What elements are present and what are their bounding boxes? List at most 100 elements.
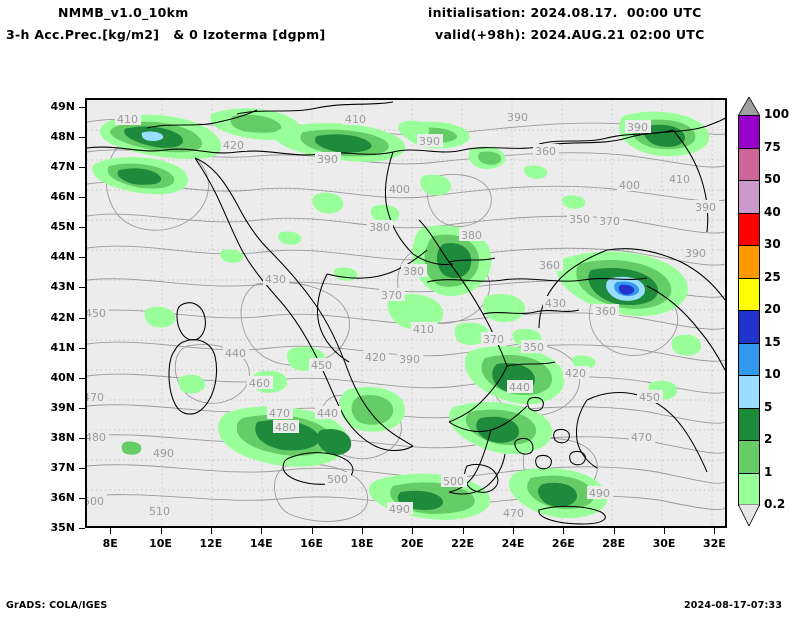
svg-text:390: 390: [695, 201, 716, 214]
y-axis-label: 47N: [50, 160, 75, 174]
x-axis-label: 10E: [149, 537, 172, 550]
colorbar-band: [738, 115, 760, 148]
x-axis-label: 24E: [501, 537, 525, 550]
svg-text:420: 420: [365, 351, 386, 364]
y-axis-label: 36N: [50, 490, 75, 504]
colorbar-band: [738, 310, 760, 343]
y-axis-label: 41N: [50, 340, 75, 354]
svg-text:500: 500: [327, 473, 348, 486]
colorbar-tick: [738, 245, 760, 246]
svg-text:490: 490: [589, 487, 610, 500]
colorbar-tick-label: 20: [764, 302, 781, 316]
svg-text:390: 390: [627, 121, 648, 134]
svg-text:410: 410: [345, 113, 366, 126]
colorbar-tick: [738, 310, 760, 311]
colorbar-tick-label: 100: [764, 107, 790, 121]
svg-text:390: 390: [507, 111, 528, 124]
svg-text:470: 470: [503, 507, 524, 520]
x-tick: [563, 528, 565, 534]
svg-text:370: 370: [599, 215, 620, 228]
x-tick: [160, 528, 162, 534]
svg-text:500: 500: [87, 495, 104, 508]
svg-text:380: 380: [403, 265, 424, 278]
colorbar[interactable]: 0.2 1 2 5 10 15 20 25 30 40 50 75 100: [738, 107, 789, 511]
y-tick: [79, 137, 85, 139]
x-tick: [513, 528, 514, 534]
svg-text:490: 490: [153, 447, 174, 460]
svg-text:380: 380: [461, 229, 482, 242]
x-axis-label: 14E: [249, 537, 273, 550]
svg-text:470: 470: [87, 391, 104, 404]
svg-text:470: 470: [631, 431, 652, 444]
contour-labels: 410 420 400 430 440 450 470 480 410 390 …: [87, 110, 719, 520]
svg-text:510: 510: [149, 505, 170, 518]
colorbar-band: [738, 245, 760, 278]
colorbar-tick-label: 25: [764, 269, 781, 284]
x-axis-label: 20E: [400, 537, 424, 550]
svg-text:400: 400: [389, 183, 410, 196]
generated-stamp: 2024-08-17-07:33: [684, 600, 783, 611]
svg-text:390: 390: [399, 353, 420, 366]
x-tick: [714, 528, 716, 534]
y-axis-label: 38N: [50, 430, 75, 444]
svg-text:470: 470: [269, 407, 290, 420]
colorbar-tick: [738, 212, 760, 214]
y-axis-label: 35N: [50, 521, 75, 534]
svg-text:410: 410: [413, 323, 434, 336]
map-plot-area[interactable]: 410 420 400 430 440 450 470 480 410 390 …: [85, 98, 727, 528]
colorbar-tick: [738, 115, 760, 116]
colorbar-tick-label: 15: [764, 334, 781, 349]
svg-text:410: 410: [117, 113, 138, 126]
y-axis-label: 39N: [50, 400, 75, 414]
credit-label: GrADS: COLA/IGES: [6, 600, 108, 611]
svg-text:360: 360: [535, 145, 556, 158]
colorbar-tick-label: 2: [764, 432, 773, 446]
y-tick: [79, 257, 85, 259]
field-description: 3-h Acc.Prec.[kg/m2] & 0 Izoterma [dgpm]: [6, 27, 326, 42]
svg-text:480: 480: [87, 431, 106, 444]
y-axis-label: 48N: [50, 130, 75, 144]
colorbar-tick: [738, 472, 760, 474]
colorbar-band: [738, 472, 760, 505]
colorbar-tick-label: 40: [764, 204, 781, 219]
x-axis-label: 32E: [702, 537, 726, 550]
precipitation-shading: [92, 108, 710, 520]
y-axis-label: 37N: [50, 460, 75, 474]
colorbar-over-arrow: [738, 97, 760, 116]
svg-text:430: 430: [265, 273, 286, 286]
colorbar-band: [738, 375, 760, 408]
x-axis-label: 18E: [350, 537, 374, 550]
svg-text:500: 500: [443, 475, 464, 488]
y-axis-label: 42N: [50, 310, 75, 324]
y-tick: [79, 317, 85, 319]
colorbar-tick: [738, 375, 760, 376]
colorbar-tick-label: 5: [764, 399, 773, 414]
x-tick: [613, 528, 615, 534]
y-axis-label: 46N: [50, 190, 75, 204]
map-canvas: 410 420 400 430 440 450 470 480 410 390 …: [87, 100, 725, 526]
y-axis-label: 40N: [50, 370, 75, 384]
y-tick: [79, 197, 85, 199]
colorbar-under-arrow: [738, 504, 760, 526]
x-axis-label: 16E: [300, 537, 323, 550]
svg-text:390: 390: [419, 135, 440, 148]
x-tick: [462, 528, 464, 534]
svg-text:400: 400: [619, 179, 640, 192]
x-tick: [110, 528, 112, 534]
y-tick: [79, 227, 85, 229]
colorbar-tick: [738, 342, 760, 344]
colorbar-band: [738, 407, 760, 440]
y-tick: [79, 347, 85, 349]
svg-text:450: 450: [639, 391, 660, 404]
colorbar-tick-label: 0.2: [764, 497, 786, 511]
svg-text:440: 440: [225, 347, 246, 360]
svg-text:490: 490: [389, 503, 410, 516]
y-tick: [79, 467, 85, 469]
colorbar-band: [738, 342, 760, 375]
svg-text:420: 420: [223, 139, 244, 152]
y-tick: [79, 377, 85, 379]
svg-text:420: 420: [565, 367, 586, 380]
colorbar-tick-label: 1: [764, 464, 773, 479]
y-tick: [79, 437, 85, 439]
colorbar-tick: [738, 277, 760, 279]
